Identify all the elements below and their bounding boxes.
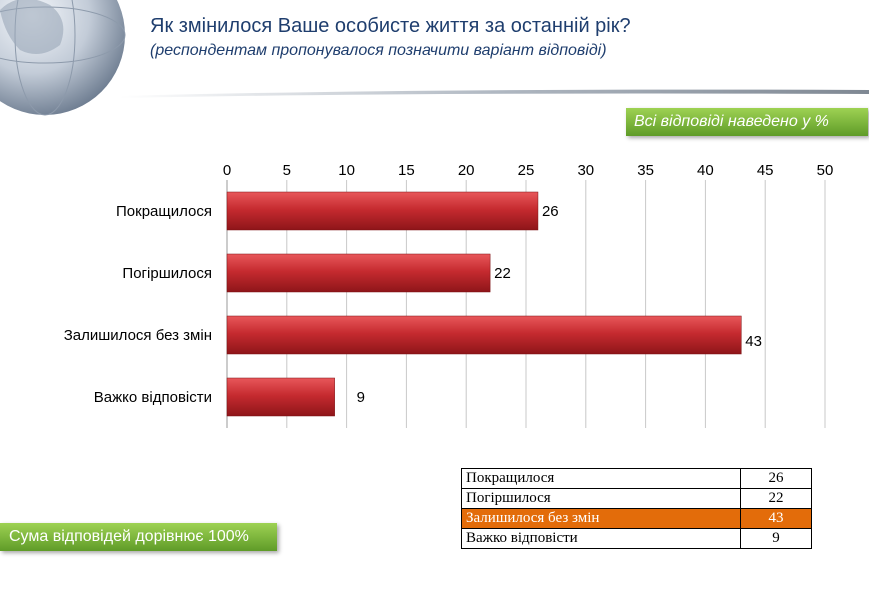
- percent-note-badge: Всі відповіді наведено у %: [626, 108, 868, 136]
- x-tick-label: 40: [697, 162, 714, 179]
- x-tick-label: 45: [757, 162, 774, 179]
- x-tick-label: 20: [458, 162, 475, 179]
- table-row: Покращилося 26: [461, 468, 812, 489]
- bar-value-label: 22: [494, 265, 511, 282]
- bar-value-label: 26: [542, 203, 559, 220]
- table-cell-value: 43: [740, 508, 812, 529]
- x-tick-label: 30: [577, 162, 594, 179]
- table-cell-label: Важко відповісти: [461, 528, 741, 549]
- category-label: Покращилося: [116, 203, 212, 220]
- table-cell-label: Покращилося: [461, 468, 741, 489]
- category-label: Залишилося без змін: [64, 327, 212, 344]
- table-row: Важко відповісти 9: [461, 528, 812, 549]
- table-row: Залишилося без змін 43: [461, 508, 812, 529]
- x-tick-label: 15: [398, 162, 415, 179]
- table-cell-value: 22: [740, 488, 812, 509]
- header-divider: [120, 89, 869, 98]
- data-table: Покращилося 26 Погіршилося 22 Залишилося без…: [461, 468, 812, 549]
- table-row: Погіршилося 22: [461, 488, 812, 509]
- table-cell-label: Залишилося без змін: [461, 508, 741, 529]
- x-tick-label: 10: [338, 162, 355, 179]
- x-tick-label: 0: [223, 162, 231, 179]
- page-title: Як змінилося Ваше особисте життя за оста…: [150, 15, 631, 37]
- table-cell-value: 26: [740, 468, 812, 489]
- sum-note-badge: Сума відповідей дорівнює 100%: [0, 523, 277, 551]
- bar: [226, 315, 742, 355]
- table-cell-value: 9: [740, 528, 812, 549]
- x-tick-label: 35: [637, 162, 654, 179]
- bar: [226, 191, 539, 231]
- bar-value-label: 9: [357, 389, 365, 406]
- page-subtitle: (респондентам пропонувалося позначити ва…: [150, 42, 607, 59]
- bar-value-label: 43: [745, 333, 762, 350]
- bar: [226, 377, 335, 417]
- bar-chart: 0 5 10 15 20 25 30 35 40 45 50 Покращилося 26 Погірши…: [64, 162, 834, 428]
- category-label: Важко відповісти: [94, 389, 212, 406]
- bar: [226, 253, 491, 293]
- x-tick-label: 25: [518, 162, 535, 179]
- x-tick-label: 50: [817, 162, 834, 179]
- category-label: Погіршилося: [122, 265, 212, 282]
- table-cell-label: Погіршилося: [461, 488, 741, 509]
- x-tick-label: 5: [283, 162, 291, 179]
- globe-logo-icon: [0, 0, 126, 116]
